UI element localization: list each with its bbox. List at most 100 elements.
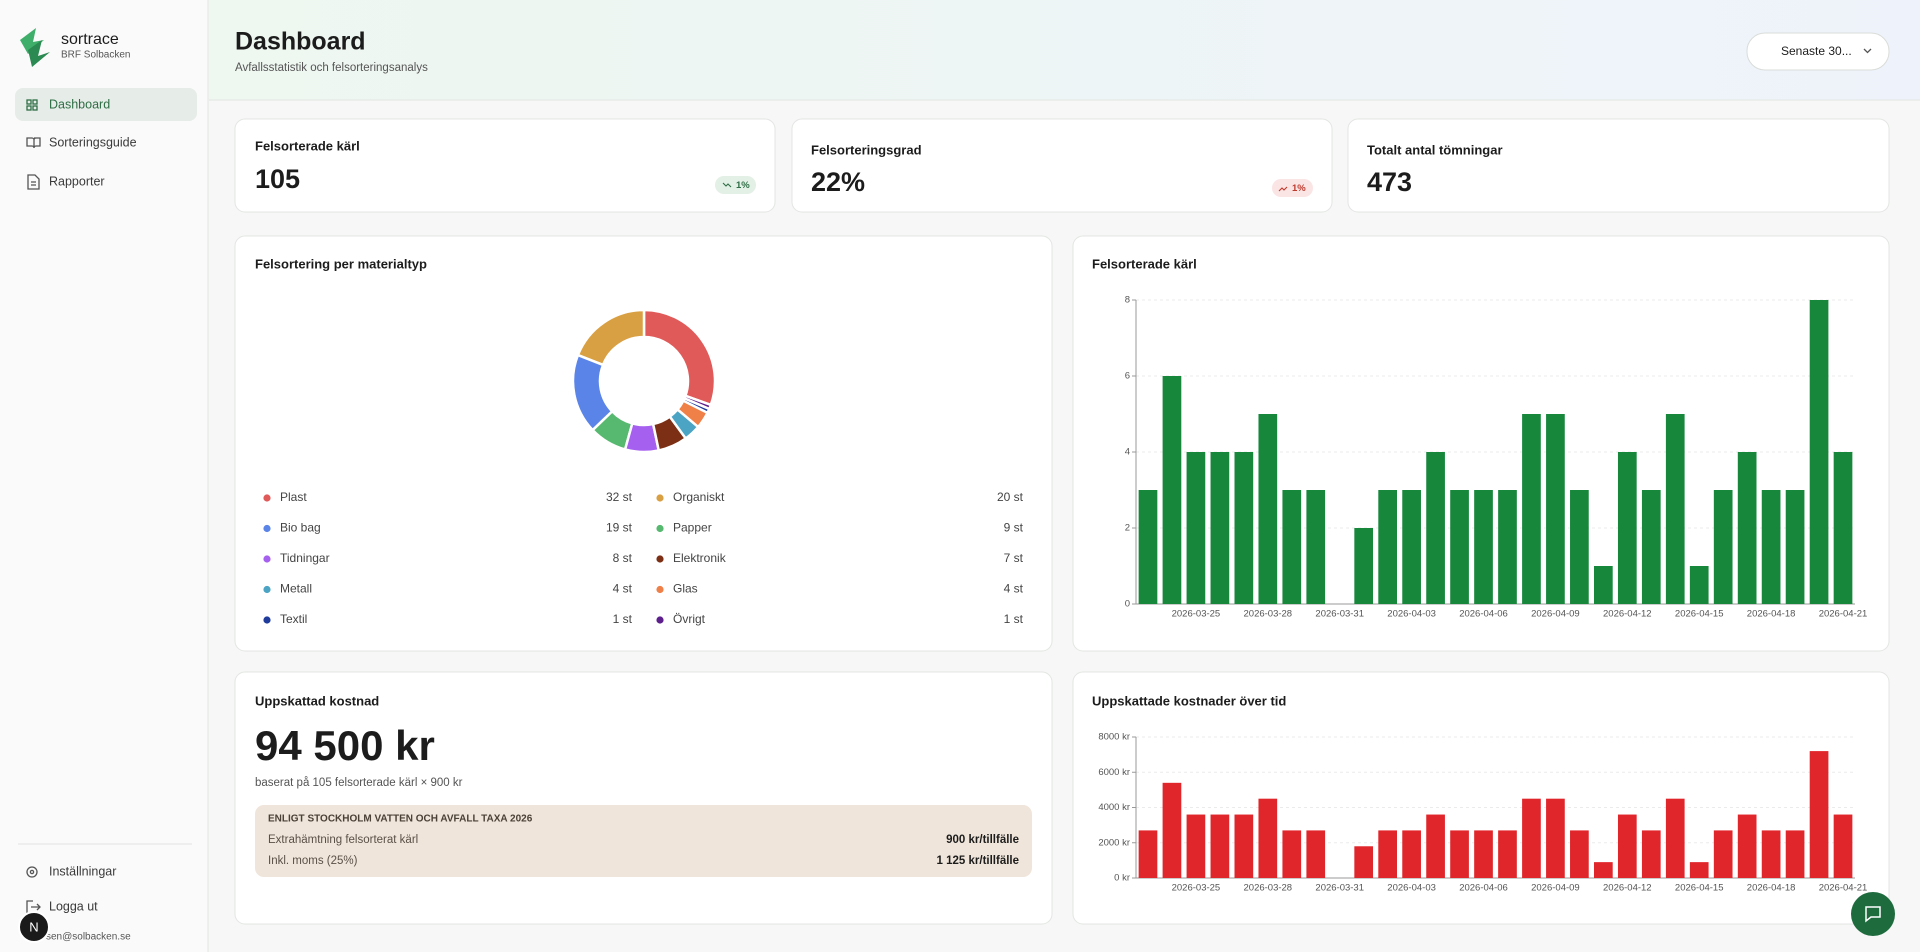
x-tick-label: 2026-04-12 [1603, 609, 1652, 620]
bar [1522, 798, 1541, 878]
nav-item[interactable]: Sorteringsguide [26, 135, 137, 149]
legend-value: 20 st [997, 490, 1024, 504]
legend-value: 19 st [606, 521, 633, 535]
bar [1282, 830, 1302, 878]
y-tick-label: 8 [1125, 295, 1130, 306]
chat-button[interactable] [1851, 892, 1895, 936]
y-tick-label: 4 [1125, 447, 1130, 458]
kpi-card [1347, 118, 1890, 213]
kpi-badge: 1% [1272, 179, 1313, 197]
logo [20, 28, 50, 67]
period-select[interactable]: Senaste 30... [1746, 32, 1890, 71]
x-tick-label: 2026-04-09 [1531, 883, 1580, 894]
legend-dot [263, 524, 271, 533]
legend-dot [656, 524, 664, 533]
x-tick-label: 2026-04-12 [1603, 883, 1652, 894]
legend-value: 4 st [1004, 582, 1024, 596]
nav-label[interactable]: Inställningar [49, 864, 116, 878]
bar [1354, 528, 1374, 604]
bar [1809, 751, 1829, 878]
period-label[interactable]: Senaste 30... [1781, 44, 1852, 58]
kpi-value: 105 [255, 164, 300, 194]
x-tick-label: 2026-04-03 [1387, 609, 1436, 620]
x-tick-label: 2026-04-03 [1387, 883, 1436, 894]
bar [1761, 490, 1781, 604]
legend: Plast 32 st Organiskt 20 st Bio bag 19 st Papp… [263, 490, 1024, 626]
bar [1498, 830, 1517, 878]
bar [1570, 830, 1589, 878]
legend-label: Plast [280, 490, 307, 504]
tariff-heading: ENLIGT STOCKHOLM VATTEN OCH AVFALL TAXA … [268, 814, 533, 825]
cost-amount: 94 500 kr [255, 722, 435, 769]
bar [1138, 830, 1158, 878]
panel-title: Uppskattade kostnader över tid [1092, 693, 1286, 708]
kpi-value: 473 [1367, 167, 1412, 197]
bar [1402, 490, 1421, 604]
bar [1785, 830, 1805, 878]
bar [1258, 414, 1278, 604]
bar [1761, 830, 1781, 878]
bar [1833, 452, 1853, 604]
y-tick-label: 2 [1125, 523, 1130, 534]
nav-item[interactable]: Rapporter [27, 174, 105, 190]
bar [1474, 830, 1493, 878]
bar [1737, 814, 1757, 878]
bar [1378, 490, 1397, 604]
nav-label[interactable]: Rapporter [49, 174, 105, 188]
kpi-label: Totalt antal tömningar [1367, 142, 1503, 157]
bar [1234, 814, 1254, 878]
kpi-change: 1% [1292, 183, 1306, 194]
legend-dot [656, 616, 664, 624]
y-tick-label: 6000 kr [1098, 767, 1130, 778]
org-name: BRF Solbacken [61, 50, 130, 61]
kpi-label: Felsorteringsgrad [811, 142, 922, 157]
y-tick-label: 6 [1125, 371, 1130, 382]
bar [1426, 452, 1445, 604]
bar-chart: 0 2 4 6 8 2026-03-25 2026-03-28 2026-03-31 2026-… [1125, 295, 1868, 620]
kpi-value: 22% [811, 167, 865, 197]
sidebar [0, 0, 208, 952]
bar [1641, 830, 1661, 878]
x-tick-label: 2026-04-21 [1819, 883, 1868, 894]
bar [1186, 814, 1206, 878]
bar [1378, 830, 1397, 878]
bar [1713, 490, 1733, 604]
kpi-card [791, 118, 1333, 213]
legend-dot [263, 616, 271, 624]
bar [1665, 798, 1685, 878]
avatar-initial[interactable]: N [29, 919, 38, 934]
tariff-item: Inkl. moms (25%) [268, 855, 358, 867]
nav-label[interactable]: Sorteringsguide [49, 135, 137, 149]
bar [1210, 452, 1230, 604]
bar [1617, 814, 1637, 878]
legend-label: Organiskt [673, 490, 725, 504]
legend-value: 9 st [1004, 521, 1024, 535]
donut-chart [571, 308, 717, 454]
bar [1617, 452, 1637, 604]
x-tick-label: 2026-03-31 [1315, 883, 1364, 894]
settings-link[interactable]: Inställningar [26, 864, 116, 878]
x-tick-label: 2026-03-28 [1244, 883, 1293, 894]
cost-basis: baserat på 105 felsorterade kärl × 900 k… [255, 777, 463, 789]
legend-label: Övrigt [673, 612, 706, 626]
legend-dot [656, 494, 664, 502]
x-tick-label: 2026-03-25 [1172, 609, 1221, 620]
avatar[interactable]: N [18, 911, 50, 943]
legend-value: 4 st [613, 582, 633, 596]
legend-label: Metall [280, 582, 312, 596]
bar [1450, 830, 1469, 878]
bar [1594, 566, 1613, 604]
nav-item[interactable]: Dashboard [26, 97, 110, 111]
legend-label: Glas [673, 582, 698, 596]
bar [1138, 490, 1158, 604]
nav-label[interactable]: Logga ut [49, 899, 98, 913]
y-tick-label: 0 kr [1114, 873, 1130, 884]
nav-label[interactable]: Dashboard [49, 97, 110, 111]
bar [1162, 782, 1182, 878]
bar [1570, 490, 1589, 604]
donut-slice [682, 394, 713, 411]
x-tick-label: 2026-04-06 [1459, 883, 1508, 894]
bar [1498, 490, 1517, 604]
bar [1210, 814, 1230, 878]
